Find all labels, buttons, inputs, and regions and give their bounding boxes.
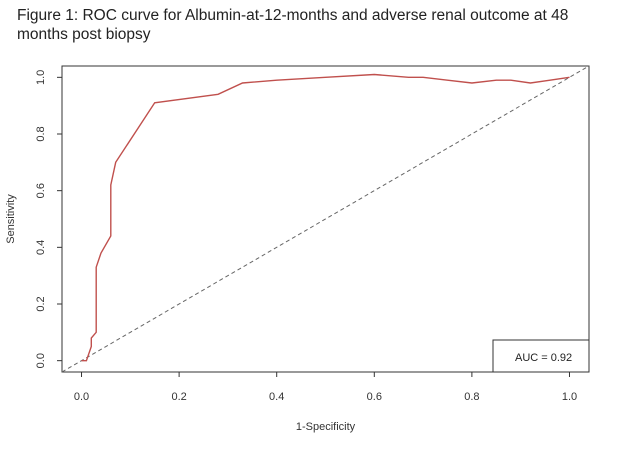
auc-legend-box <box>492 339 590 373</box>
x-tick-label: 0.6 <box>367 391 382 403</box>
x-tick-label: 0.0 <box>74 391 89 403</box>
figure-title: Figure 1: ROC curve for Albumin-at-12-mo… <box>17 7 569 43</box>
reference-diagonal-line <box>61 65 590 373</box>
y-tick-label: 0.6 <box>35 183 47 198</box>
plot-frame <box>61 65 590 373</box>
y-tick-label: 1.0 <box>35 70 47 85</box>
y-tick-label: 0.4 <box>35 240 47 255</box>
x-tick-label: 0.4 <box>269 391 284 403</box>
y-tick-label: 0.2 <box>35 296 47 311</box>
x-axis-title: 1-Specificity <box>296 421 356 433</box>
y-tick-label: 0.8 <box>35 126 47 141</box>
x-tick-label: 0.2 <box>171 391 186 403</box>
auc-annotation: AUC = 0.92 <box>515 352 572 364</box>
y-axis-title: Sensitivity <box>5 194 17 244</box>
roc-curve-line <box>81 73 570 362</box>
x-tick-label: 1.0 <box>562 391 577 403</box>
y-tick-label: 0.0 <box>35 353 47 368</box>
x-tick-label: 0.8 <box>464 391 479 403</box>
